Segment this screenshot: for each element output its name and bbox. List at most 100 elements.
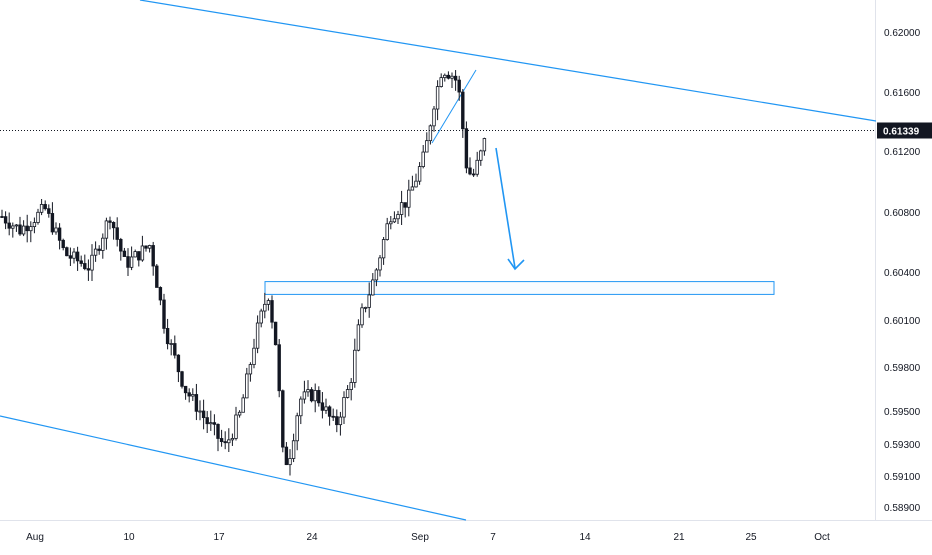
candle [468,157,472,176]
candle-body-down [86,268,91,271]
candle [129,246,134,271]
candle [407,179,411,217]
candle [122,247,127,257]
candle-body-up [129,256,134,268]
candle [266,298,271,311]
candle-body-up [324,406,328,411]
candle-body-up [345,389,350,398]
candle-body-down [75,251,80,262]
candle [421,144,425,169]
candle-body-up [252,347,256,365]
candle-body-up [147,245,152,249]
candle-body-up [198,410,202,413]
candle [162,293,166,334]
candle [39,199,44,216]
candle-body-down [173,343,177,356]
candle-body-up [133,251,137,258]
candle-body-down [165,328,170,345]
lower-channel-line[interactable] [0,415,467,521]
candle [0,209,4,219]
candle-body-up [54,227,58,233]
candle [219,429,224,447]
candle [144,245,148,252]
candle [104,217,109,250]
candle [54,222,58,235]
candle-body-down [403,202,407,208]
down-arrow-shaft[interactable] [495,147,516,269]
candle [338,411,343,436]
candle [32,217,37,234]
candle [137,251,141,267]
candle-body-down [126,256,130,268]
candle [417,162,422,185]
candle [90,244,94,281]
candle-body-down [468,167,472,175]
candle-body-down [216,423,220,439]
candle-body-down [183,385,188,394]
candle [281,389,285,453]
candle [450,72,454,89]
candle-body-down [219,438,224,443]
candle [209,410,213,431]
candle-body-up [396,214,400,220]
candle-body-up [371,279,375,296]
candle [241,394,245,413]
candle [374,268,379,287]
candle-body-up [338,416,343,426]
candle-body-up [389,221,393,225]
upper-channel-line[interactable] [139,0,877,122]
candle-body-up [479,150,483,161]
candle [176,354,181,383]
x-tick-label: Oct [814,532,830,543]
candle [248,362,253,382]
candle-body-down [205,417,209,425]
candle [18,216,22,236]
candle [410,175,415,191]
candle [443,73,447,82]
candle-body-up [421,151,425,167]
candle-body-down [83,263,87,270]
candle [75,246,80,271]
candle-body-up [237,411,242,416]
candle [72,248,76,264]
candle [83,254,87,271]
candle [399,190,404,226]
candle-body-down [18,224,22,235]
candle-body-up [349,382,353,390]
support-resistance-zone[interactable] [264,281,775,295]
candle [349,378,353,401]
candle-body-down [68,255,73,259]
candle [259,308,263,328]
candle [147,244,152,253]
candle [403,202,407,218]
candle-body-up [432,108,436,127]
candle-body-down [317,390,321,404]
candle-body-up [374,269,379,281]
candle-body-down [151,245,155,267]
candle-body-down [320,402,325,411]
price-axis[interactable]: 0.62000 0.61600 0.61200 0.60800 0.60400 0.601… [884,28,921,514]
y-tick-label: 0.60400 [884,268,921,279]
candle [93,241,98,262]
candle-body-down [194,394,199,412]
candle-body-down [461,91,465,130]
x-tick-label: Sep [411,532,429,543]
local-trendline[interactable] [431,69,477,144]
candle [306,380,310,397]
candle-body-up [378,257,382,271]
candle [201,399,206,430]
candle [173,335,177,359]
y-tick-label: 0.59300 [884,440,921,451]
candle [457,75,461,101]
candle-body-up [392,218,397,223]
candle [187,388,191,403]
candle-body-up [399,202,404,215]
candle-body-down [335,416,339,426]
candle [21,220,26,237]
time-axis[interactable]: Aug 10 17 24 Sep 7 14 21 25 Oct [26,532,830,543]
candle [3,211,8,230]
candle-body-up [313,390,317,402]
candle-body-up [255,322,260,349]
